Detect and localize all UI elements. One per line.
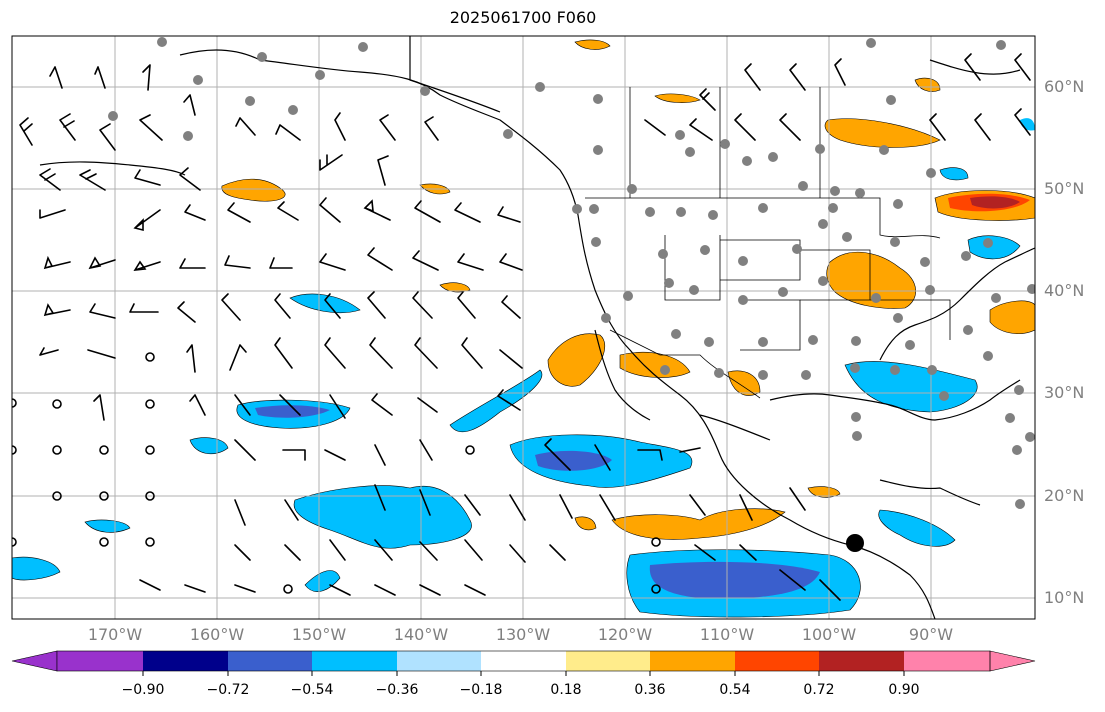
colorbar-tick-label: 0.36 (634, 682, 666, 698)
graticule (12, 36, 1035, 619)
colorbar-bin-3 (228, 651, 312, 671)
colorbar-tick-label: −0.90 (121, 682, 165, 698)
lon-label-100w: 100°W (801, 625, 857, 644)
lon-label-140w: 140°W (393, 625, 449, 644)
colorbar-bin-2 (143, 651, 228, 671)
orange-region-mexico-pac (611, 508, 786, 540)
colorbar-tick-label: 0.18 (550, 682, 582, 698)
colorbar-bin-11 (904, 651, 990, 671)
blue-region-diagonal (449, 369, 543, 433)
blue-region-mid (289, 293, 361, 313)
lon-label-130w: 130°W (495, 625, 551, 644)
colorbar-bin-1 (57, 651, 143, 671)
orange-region-canada (824, 118, 941, 148)
orange-region-texas (727, 370, 761, 396)
orange-region-coastal (439, 282, 471, 293)
colorbar-bin-9 (735, 651, 819, 671)
colorbar-tick-label: −0.36 (375, 682, 419, 698)
orange-region-baja (547, 333, 605, 387)
blue-region-west-3 (189, 437, 229, 455)
field-shading (12, 39, 1035, 618)
blue-region-caribbean (878, 509, 956, 547)
colorbar-tick-label: −0.18 (459, 682, 503, 698)
blue-region-west-1-core (255, 405, 330, 418)
colorbar-bin-6 (481, 651, 566, 671)
lat-label-40n: 40°N (1044, 281, 1085, 300)
lon-label-160w: 160°W (189, 625, 245, 644)
orange-region-plains (826, 251, 916, 309)
orange-region-northeast (989, 300, 1035, 334)
colorbar-tick-label: 0.72 (803, 682, 835, 698)
colorbar-tick-label: −0.72 (206, 682, 250, 698)
map-frame (11, 35, 1036, 620)
orange-region-north-2 (654, 93, 701, 103)
colorbar-bin-8 (650, 651, 735, 671)
blue-region-ne (967, 235, 1021, 260)
storm-marker (846, 534, 864, 552)
blue-region-subtropical-1-core (535, 450, 612, 471)
colorbar-tick-label: −0.54 (290, 682, 334, 698)
orange-region-misc (574, 516, 597, 531)
lon-label-150w: 150°W (291, 625, 347, 644)
colorbar-tick-label: 0.54 (719, 682, 751, 698)
colorbar (11, 650, 1036, 676)
colorbar-extend-right (989, 650, 1036, 672)
blue-region-hawaii (293, 485, 472, 549)
colorbar-bin-10 (819, 651, 904, 671)
blue-region-west-2 (84, 519, 131, 533)
lat-label-60n: 60°N (1044, 77, 1085, 96)
calm-wind-circles (12, 352, 661, 594)
station-dots (108, 37, 1035, 509)
orange-region-lakes-core-2 (970, 196, 1020, 209)
blue-region-south (304, 570, 341, 592)
lon-label-90w: 90°W (908, 625, 954, 644)
lat-label-20n: 20°N (1044, 486, 1085, 505)
orange-region-east-pac-2 (807, 486, 841, 498)
lon-label-120w: 120°W (597, 625, 653, 644)
blue-region-hudson (939, 167, 969, 181)
colorbar-extend-left (11, 650, 58, 672)
lat-label-30n: 30°N (1044, 383, 1085, 402)
map-title: 2025061700 F060 (449, 8, 597, 27)
wind-barbs (19, 53, 1031, 601)
lat-label-50n: 50°N (1044, 179, 1085, 198)
blue-region-far-west (12, 556, 61, 581)
coastlines (39, 36, 1035, 619)
blue-region-itcz-core (649, 561, 820, 599)
lat-label-10n: 10°N (1044, 588, 1085, 607)
orange-region-gulfak (221, 178, 286, 202)
colorbar-bin-4 (312, 651, 397, 671)
colorbar-tick-label: 0.90 (888, 682, 920, 698)
lon-label-110w: 110°W (699, 625, 755, 644)
orange-region-north-1 (574, 39, 611, 50)
colorbar-bin-5 (397, 651, 481, 671)
colorbar-bin-7 (566, 651, 650, 671)
lon-label-170w: 170°W (87, 625, 143, 644)
